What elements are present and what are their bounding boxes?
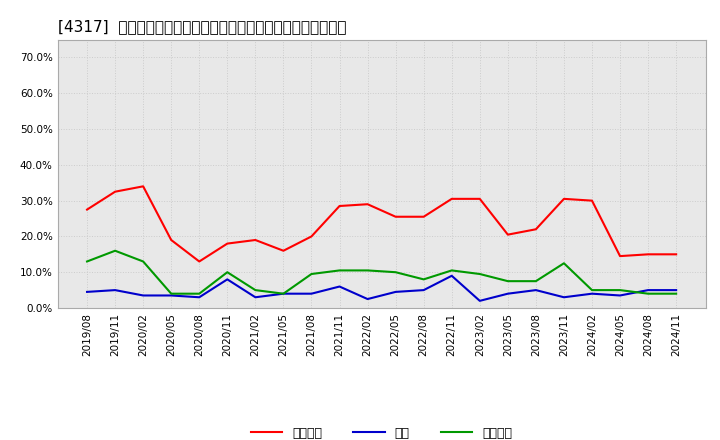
買入債務 bbox=[531, 279, 540, 284]
売上債権 bbox=[139, 183, 148, 189]
在庫 bbox=[391, 289, 400, 294]
売上債権 bbox=[531, 227, 540, 232]
売上債権 bbox=[251, 237, 260, 242]
Text: [4317]  売上債権、在庫、買入債務の総資産に対する比率の推移: [4317] 売上債権、在庫、買入債務の総資産に対する比率の推移 bbox=[58, 19, 346, 34]
売上債権 bbox=[111, 189, 120, 194]
在庫 bbox=[616, 293, 624, 298]
売上債権 bbox=[364, 202, 372, 207]
売上債権 bbox=[503, 232, 512, 237]
在庫 bbox=[307, 291, 316, 296]
買入債務 bbox=[503, 279, 512, 284]
買入債務 bbox=[364, 268, 372, 273]
買入債務 bbox=[336, 268, 344, 273]
売上債権 bbox=[475, 196, 484, 202]
在庫 bbox=[503, 291, 512, 296]
在庫 bbox=[251, 295, 260, 300]
売上債権 bbox=[336, 203, 344, 209]
買入債務 bbox=[111, 248, 120, 253]
買入債務 bbox=[307, 271, 316, 277]
在庫 bbox=[475, 298, 484, 304]
買入債務 bbox=[616, 287, 624, 293]
買入債務 bbox=[475, 271, 484, 277]
買入債務 bbox=[279, 291, 288, 296]
売上債権 bbox=[672, 252, 680, 257]
在庫 bbox=[531, 287, 540, 293]
売上債権 bbox=[167, 237, 176, 242]
買入債務 bbox=[447, 268, 456, 273]
Legend: 売上債権, 在庫, 買入債務: 売上債権, 在庫, 買入債務 bbox=[251, 427, 512, 440]
売上債権 bbox=[391, 214, 400, 220]
売上債権 bbox=[83, 207, 91, 212]
在庫 bbox=[83, 289, 91, 294]
売上債権 bbox=[559, 196, 568, 202]
Line: 在庫: 在庫 bbox=[87, 276, 676, 301]
買入債務 bbox=[672, 291, 680, 296]
売上債権 bbox=[419, 214, 428, 220]
買入債務 bbox=[419, 277, 428, 282]
売上債権 bbox=[588, 198, 596, 203]
売上債権 bbox=[195, 259, 204, 264]
在庫 bbox=[364, 297, 372, 302]
売上債権 bbox=[307, 234, 316, 239]
在庫 bbox=[279, 291, 288, 296]
在庫 bbox=[195, 295, 204, 300]
在庫 bbox=[419, 287, 428, 293]
在庫 bbox=[111, 287, 120, 293]
在庫 bbox=[644, 287, 652, 293]
売上債権 bbox=[223, 241, 232, 246]
買入債務 bbox=[83, 259, 91, 264]
在庫 bbox=[139, 293, 148, 298]
売上債権 bbox=[644, 252, 652, 257]
買入債務 bbox=[644, 291, 652, 296]
売上債権 bbox=[447, 196, 456, 202]
在庫 bbox=[559, 295, 568, 300]
売上債権 bbox=[279, 248, 288, 253]
買入債務 bbox=[251, 287, 260, 293]
買入債務 bbox=[139, 259, 148, 264]
売上債権 bbox=[616, 253, 624, 259]
在庫 bbox=[672, 287, 680, 293]
買入債務 bbox=[223, 270, 232, 275]
在庫 bbox=[223, 277, 232, 282]
買入債務 bbox=[167, 291, 176, 296]
在庫 bbox=[167, 293, 176, 298]
在庫 bbox=[447, 273, 456, 279]
買入債務 bbox=[588, 287, 596, 293]
買入債務 bbox=[195, 291, 204, 296]
Line: 買入債務: 買入債務 bbox=[87, 251, 676, 293]
買入債務 bbox=[391, 270, 400, 275]
Line: 売上債権: 売上債権 bbox=[87, 186, 676, 261]
在庫 bbox=[336, 284, 344, 289]
買入債務 bbox=[559, 260, 568, 266]
在庫 bbox=[588, 291, 596, 296]
